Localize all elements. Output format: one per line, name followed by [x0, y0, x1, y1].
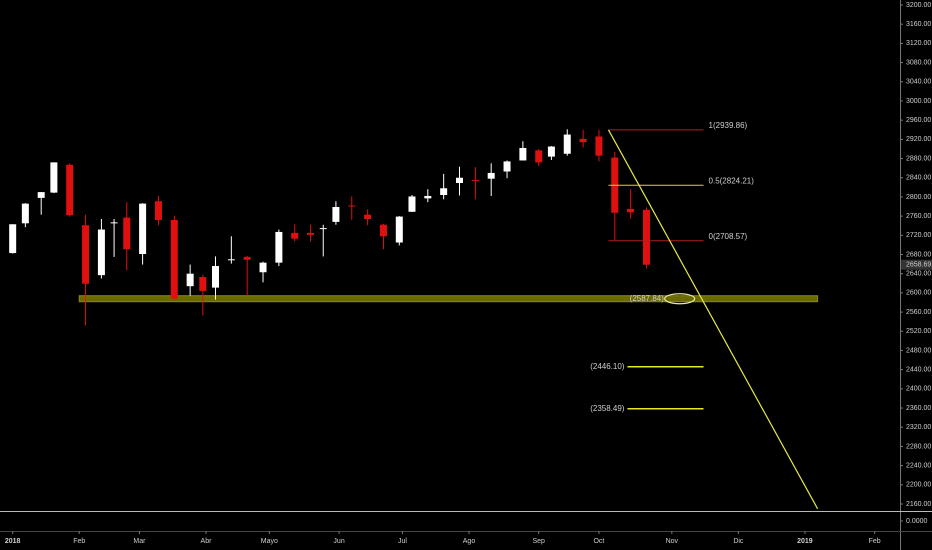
- lower-pane-tick-label: 0.0000: [906, 518, 928, 525]
- candle-body: [199, 277, 207, 291]
- candle-body: [139, 203, 147, 255]
- candle-body: [211, 266, 219, 288]
- x-tick-label: Jun: [333, 538, 344, 545]
- y-tick-label: 2320.00: [906, 424, 931, 431]
- x-tick-label: Oct: [593, 538, 604, 545]
- candle-body: [642, 209, 650, 265]
- candle-body: [82, 225, 90, 284]
- y-tick-label: 2600.00: [906, 290, 931, 297]
- candle-body: [379, 224, 387, 237]
- last-price-tag: [901, 259, 932, 270]
- x-tick-label: 2019: [797, 538, 813, 545]
- y-tick-label: 2760.00: [906, 213, 931, 220]
- y-tick-label: 3080.00: [906, 59, 931, 66]
- fib-label: 0(2708.57): [709, 232, 748, 241]
- y-tick-label: 2200.00: [906, 482, 931, 489]
- x-tick-label: Mayo: [261, 538, 278, 545]
- support-band: [78, 295, 819, 303]
- candle-body: [503, 161, 511, 172]
- y-tick-label: 2440.00: [906, 366, 931, 373]
- y-tick-label: 2520.00: [906, 328, 931, 335]
- candle-body: [424, 195, 432, 199]
- x-tick-label: Nov: [666, 538, 679, 545]
- candle-body: [579, 138, 587, 143]
- y-tick-label: 2240.00: [906, 462, 931, 469]
- candle-body: [408, 196, 416, 212]
- x-tick-label: Jul: [398, 538, 407, 545]
- candle-body: [319, 228, 327, 230]
- candle-body: [364, 214, 372, 219]
- candle-body: [487, 172, 495, 179]
- last-price-label: 2658.69: [906, 262, 931, 269]
- candle-body: [535, 150, 543, 163]
- x-tick-label: Mar: [133, 538, 146, 545]
- candle-body: [123, 217, 131, 250]
- candle-body: [275, 231, 283, 263]
- y-tick-label: 2880.00: [906, 155, 931, 162]
- candle-body: [563, 134, 571, 154]
- candle-body: [547, 146, 555, 157]
- y-tick-label: 2840.00: [906, 175, 931, 182]
- candle-body: [186, 273, 194, 287]
- x-tick-label: Sep: [532, 538, 545, 545]
- candle-body: [97, 229, 105, 276]
- candle-body: [627, 208, 635, 213]
- candle-body: [291, 232, 299, 239]
- candle-body: [170, 219, 178, 299]
- y-tick-label: 2800.00: [906, 194, 931, 201]
- y-tick-label: 2160.00: [906, 501, 931, 508]
- target-label: (2446.10): [590, 362, 625, 371]
- candle-body: [332, 206, 340, 222]
- y-tick-label: 2960.00: [906, 117, 931, 124]
- candle-body: [456, 177, 464, 184]
- x-tick-label: 2018: [5, 538, 21, 545]
- y-tick-label: 2480.00: [906, 347, 931, 354]
- candle-body: [519, 147, 527, 161]
- candle-body: [37, 192, 45, 198]
- candle-body: [471, 180, 479, 182]
- y-tick-label: 3040.00: [906, 79, 931, 86]
- y-tick-label: 2280.00: [906, 443, 931, 450]
- highlight-ellipse: [664, 293, 696, 305]
- y-tick-label: 3160.00: [906, 21, 931, 28]
- candle-body: [595, 136, 603, 156]
- candle-body: [110, 222, 118, 224]
- y-tick-label: 2640.00: [906, 271, 931, 278]
- x-tick-label: Dic: [733, 538, 744, 545]
- x-tick-label: Ago: [463, 538, 476, 545]
- candle-body: [9, 224, 17, 254]
- y-tick-label: 2680.00: [906, 251, 931, 258]
- y-tick-label: 3200.00: [906, 2, 931, 9]
- candle-body: [307, 232, 315, 235]
- candle-body: [21, 203, 29, 224]
- candle-body: [348, 205, 356, 207]
- y-tick-label: 3120.00: [906, 40, 931, 47]
- candle-body: [243, 256, 251, 260]
- y-tick-label: 3000.00: [906, 98, 931, 105]
- fib-label: 1(2939.86): [709, 121, 748, 130]
- x-tick-label: Feb: [869, 538, 881, 545]
- candle-body: [154, 201, 162, 220]
- candle-body: [66, 164, 74, 216]
- candle-body: [440, 188, 448, 196]
- y-tick-label: 2920.00: [906, 136, 931, 143]
- candle-body: [50, 162, 58, 193]
- y-tick-label: 2560.00: [906, 309, 931, 316]
- y-tick-label: 2360.00: [906, 405, 931, 412]
- support-label: (2587.84): [630, 294, 665, 303]
- target-label: (2358.49): [590, 404, 625, 413]
- fib-label: 0.5(2824.21): [709, 176, 755, 185]
- x-tick-label: Feb: [73, 538, 85, 545]
- trendline: [607, 129, 819, 510]
- candle-body: [395, 216, 403, 243]
- candle-body: [227, 259, 235, 261]
- x-tick-label: Abr: [201, 538, 213, 545]
- y-tick-label: 2720.00: [906, 232, 931, 239]
- candle-body: [259, 262, 267, 273]
- y-tick-label: 2400.00: [906, 386, 931, 393]
